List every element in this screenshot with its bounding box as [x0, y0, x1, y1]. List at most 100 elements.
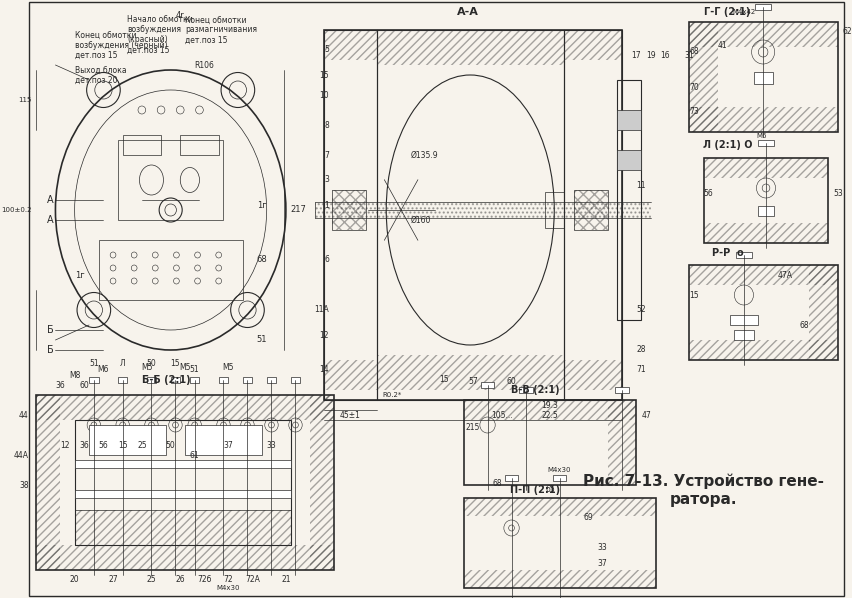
Text: Л: Л — [119, 358, 125, 368]
Text: 61: 61 — [190, 450, 199, 459]
Bar — [331, 190, 366, 230]
Text: Конец обмотки: Конец обмотки — [185, 16, 246, 25]
Text: 22.5: 22.5 — [541, 410, 558, 420]
Text: 33: 33 — [597, 544, 607, 553]
Text: 14: 14 — [320, 365, 329, 374]
Text: 15: 15 — [439, 376, 449, 385]
Text: дет.поз 15: дет.поз 15 — [74, 50, 117, 59]
Text: M6: M6 — [755, 133, 766, 139]
Bar — [190, 377, 199, 383]
Text: 47: 47 — [641, 410, 650, 420]
Text: 17: 17 — [630, 50, 641, 59]
Bar — [74, 460, 291, 468]
Bar — [564, 360, 621, 390]
Text: размагничивания: размагничивания — [185, 26, 256, 35]
Bar — [519, 387, 532, 393]
Bar — [617, 150, 641, 170]
Text: Г-Г (2:1): Г-Г (2:1) — [704, 7, 750, 17]
Bar — [123, 135, 161, 155]
Text: Б: Б — [47, 345, 54, 355]
Text: M5: M5 — [141, 362, 153, 371]
Text: 50: 50 — [147, 358, 156, 368]
Bar — [735, 252, 751, 258]
Text: 69: 69 — [583, 514, 592, 523]
Bar — [377, 30, 564, 65]
Text: 45±1: 45±1 — [339, 410, 360, 420]
Text: 56: 56 — [703, 188, 712, 197]
Text: возбуждения (черный): возбуждения (черный) — [74, 41, 167, 50]
Bar — [504, 475, 518, 481]
Text: 5: 5 — [324, 45, 329, 54]
Text: 26: 26 — [176, 575, 185, 584]
Text: Ø135.9: Ø135.9 — [410, 151, 438, 160]
Bar — [755, 4, 770, 10]
Text: А: А — [47, 215, 54, 225]
Bar — [703, 158, 827, 178]
Text: 60: 60 — [79, 380, 89, 389]
Bar — [607, 400, 636, 485]
Text: 25: 25 — [147, 575, 156, 584]
Bar — [688, 22, 717, 132]
Bar — [377, 355, 564, 390]
Text: 8: 8 — [324, 121, 329, 130]
Bar — [74, 510, 291, 545]
Bar — [74, 490, 291, 498]
Text: 12: 12 — [320, 331, 329, 340]
Text: 15: 15 — [688, 291, 698, 300]
Text: 15: 15 — [118, 441, 127, 450]
Text: 51: 51 — [190, 365, 199, 374]
Text: 11: 11 — [636, 181, 645, 190]
Text: 19.3: 19.3 — [541, 401, 558, 410]
Text: 1г: 1г — [256, 200, 267, 209]
Text: Рис. 7-13. Устройство гене-
ратора.: Рис. 7-13. Устройство гене- ратора. — [582, 474, 823, 507]
Text: R106: R106 — [194, 60, 214, 69]
Text: 1г: 1г — [74, 270, 84, 279]
Text: 4r: 4r — [176, 11, 184, 20]
Text: M5: M5 — [179, 362, 191, 371]
Text: 65: 65 — [544, 486, 554, 495]
Text: 73: 73 — [688, 108, 698, 117]
Text: 72б: 72б — [197, 575, 211, 584]
Bar — [614, 387, 628, 393]
Text: 41: 41 — [717, 41, 727, 50]
Bar — [703, 223, 827, 243]
Text: R0.2*: R0.2* — [382, 392, 400, 398]
Bar — [728, 315, 757, 325]
Text: 72: 72 — [223, 575, 233, 584]
Text: 37: 37 — [597, 559, 607, 568]
Text: 15: 15 — [320, 71, 329, 80]
Bar — [573, 190, 607, 230]
Bar — [734, 330, 752, 340]
Bar — [757, 140, 773, 146]
Text: 36: 36 — [79, 441, 89, 450]
Text: 47А: 47А — [777, 270, 792, 279]
Text: 3: 3 — [324, 175, 329, 185]
Text: П-П (2:1): П-П (2:1) — [509, 485, 560, 495]
Bar — [309, 395, 333, 570]
Text: 7: 7 — [324, 151, 329, 160]
Bar — [564, 30, 621, 60]
Bar — [688, 340, 837, 360]
Text: В-В (2:1): В-В (2:1) — [510, 385, 559, 395]
Bar — [218, 377, 228, 383]
Text: 57: 57 — [468, 377, 477, 386]
Text: 68: 68 — [492, 478, 501, 487]
Text: 68: 68 — [256, 255, 267, 264]
Text: 71: 71 — [636, 365, 645, 374]
Bar — [688, 265, 837, 285]
Text: 38: 38 — [19, 481, 28, 490]
Bar — [463, 400, 636, 485]
Text: 50: 50 — [165, 441, 176, 450]
Bar — [99, 240, 242, 300]
Text: 25: 25 — [137, 441, 147, 450]
Text: M4x30: M4x30 — [216, 585, 239, 591]
Bar — [147, 377, 156, 383]
Bar — [180, 135, 218, 155]
Text: Б: Б — [47, 325, 54, 335]
Bar — [118, 140, 223, 220]
Text: 33: 33 — [267, 441, 276, 450]
Bar — [185, 425, 262, 455]
Text: 10: 10 — [320, 90, 329, 99]
Bar — [242, 377, 252, 383]
Bar — [481, 382, 493, 388]
